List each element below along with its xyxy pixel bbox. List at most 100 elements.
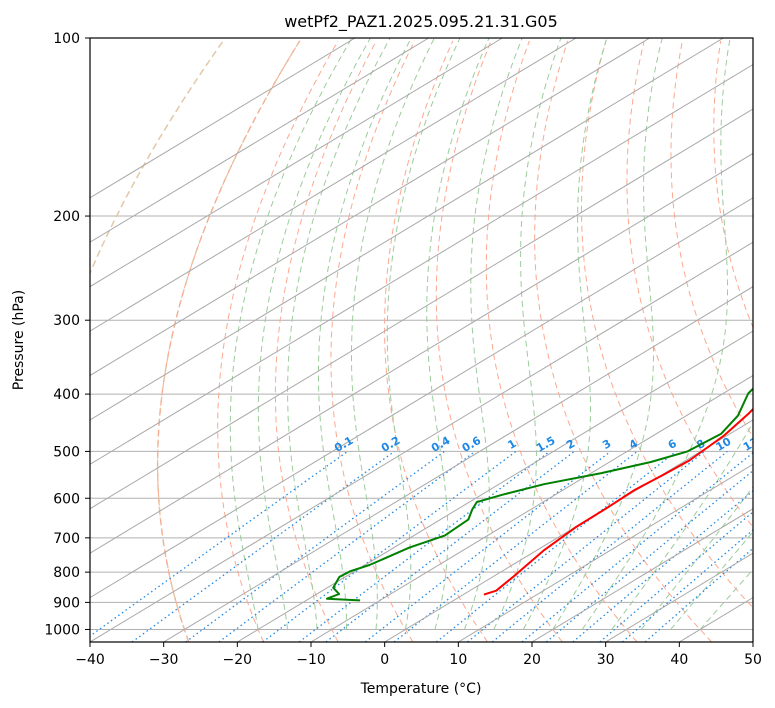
- dry-adiabat: [755, 41, 775, 642]
- moist-adiabat: [229, 38, 353, 630]
- dry-adiabat: [217, 40, 339, 642]
- moist-adiabat: [318, 38, 412, 630]
- mixing-ratio-label: 1: [506, 437, 519, 452]
- mixing-ratio-line: [90, 450, 348, 637]
- moist-adiabat: [699, 568, 753, 630]
- isotherm: [90, 38, 650, 377]
- y-tick-label: 900: [53, 595, 80, 611]
- y-tick-label: 1000: [44, 622, 80, 638]
- isotherm: [90, 108, 753, 510]
- mixing-ratio-line: [218, 450, 476, 642]
- mixing-ratio-line: [545, 469, 753, 642]
- isotherm: [90, 38, 429, 243]
- moist-adiabat: [351, 38, 435, 630]
- moist-adiabat: [670, 531, 753, 630]
- mixing-ratio-lines: [90, 450, 753, 642]
- moist-adiabat: [611, 421, 753, 630]
- moist-adiabat: [426, 38, 490, 630]
- x-tick-label: 40: [670, 652, 688, 668]
- mixing-ratio-line: [262, 450, 517, 642]
- y-tick-label: 800: [53, 565, 80, 581]
- x-tick-label: −10: [296, 652, 326, 668]
- y-tick-label: 200: [53, 209, 80, 225]
- dry-adiabat: [534, 40, 713, 642]
- mixing-ratio-line: [131, 450, 395, 642]
- x-tick-label: −30: [149, 652, 179, 668]
- moist-adiabat: [386, 38, 461, 630]
- moist-adiabat: [581, 38, 731, 630]
- moist-adiabat: [522, 38, 608, 630]
- x-tick-label: −20: [223, 652, 253, 668]
- isotherm: [605, 552, 753, 642]
- temperature-line: [483, 407, 753, 596]
- dry-adiabat: [485, 40, 638, 642]
- line-labels: 0.10.20.40.611.52346810131620253036-100-…: [332, 434, 775, 455]
- isotherm: [90, 241, 753, 642]
- x-tick-label: 20: [523, 652, 541, 668]
- dry-adiabat: [384, 40, 489, 642]
- y-tick-label: 700: [53, 531, 80, 547]
- mixing-ratio-line: [491, 450, 728, 642]
- chart-title: wetPf2_PAZ1.2025.095.21.31.G05: [284, 12, 558, 32]
- x-tick-label: −40: [75, 652, 105, 668]
- y-tick-label: 500: [53, 444, 80, 460]
- isotherm: [531, 508, 753, 642]
- x-tick-label: 0: [380, 652, 389, 668]
- isotherm: [90, 152, 753, 554]
- dewpoint-line: [325, 387, 753, 602]
- isotherm: [90, 38, 577, 332]
- horizontal-gridlines: [90, 38, 753, 630]
- moist-adiabat: [463, 38, 523, 630]
- moist-adiabats: [229, 38, 753, 630]
- outer-curve: [156, 40, 301, 642]
- isotherm: [237, 330, 753, 642]
- isotherm: [90, 38, 724, 421]
- isotherm: [310, 374, 753, 642]
- dry-adiabat: [157, 40, 301, 642]
- x-tick-label: 10: [449, 652, 467, 668]
- isotherm: [90, 38, 503, 288]
- isotherm: [163, 286, 753, 642]
- moist-adiabat: [493, 38, 562, 630]
- isotherm: [90, 197, 753, 599]
- mixing-ratio-line: [298, 450, 550, 642]
- x-tick-label: 50: [744, 652, 762, 668]
- mixing-ratio-line: [185, 450, 445, 642]
- isotherm: [752, 641, 753, 642]
- isotherms: [90, 38, 753, 642]
- y-tick-label: 300: [53, 313, 80, 329]
- dry-adiabat: [581, 40, 753, 609]
- isotherm: [679, 596, 753, 642]
- y-axis-label: Pressure (hPa): [11, 290, 27, 390]
- isotherm: [384, 419, 753, 642]
- mixing-ratio-line: [521, 451, 753, 642]
- isotherm: [90, 38, 356, 199]
- dry-adiabat: [435, 40, 563, 642]
- mixing-ratio-line: [467, 450, 706, 642]
- x-axis: −40 −30 −20 −10 0 10 20 30 40 50: [75, 642, 762, 668]
- dry-adiabat: [330, 40, 416, 642]
- dry-adiabat: [670, 40, 753, 439]
- outer-curve: [90, 40, 224, 275]
- x-tick-label: 30: [597, 652, 615, 668]
- moist-adiabat: [287, 38, 391, 630]
- y-axis: 100 200 300 400 500 600 700 800 900 1000: [44, 31, 90, 638]
- moist-adiabat: [640, 486, 753, 630]
- dry-adiabat: [274, 40, 377, 642]
- mixing-ratio-label: 6: [666, 437, 679, 452]
- mixing-ratio-label: 16: [763, 435, 775, 454]
- isotherm: [90, 63, 753, 465]
- mixing-ratio-label: 13: [741, 435, 761, 454]
- isotherm: [458, 463, 753, 642]
- mixing-ratio-line: [435, 450, 677, 642]
- plot-area: 0.10.20.40.611.52346810131620253036-100-…: [90, 38, 775, 642]
- dry-adiabat: [626, 40, 753, 528]
- y-tick-label: 400: [53, 387, 80, 403]
- mixing-ratio-line: [572, 490, 753, 642]
- moist-adiabat: [552, 38, 663, 630]
- dry-adiabat: [713, 40, 753, 329]
- sounding-series: [325, 387, 753, 602]
- moist-adiabat: [257, 38, 371, 630]
- mixing-ratio-line: [599, 511, 753, 642]
